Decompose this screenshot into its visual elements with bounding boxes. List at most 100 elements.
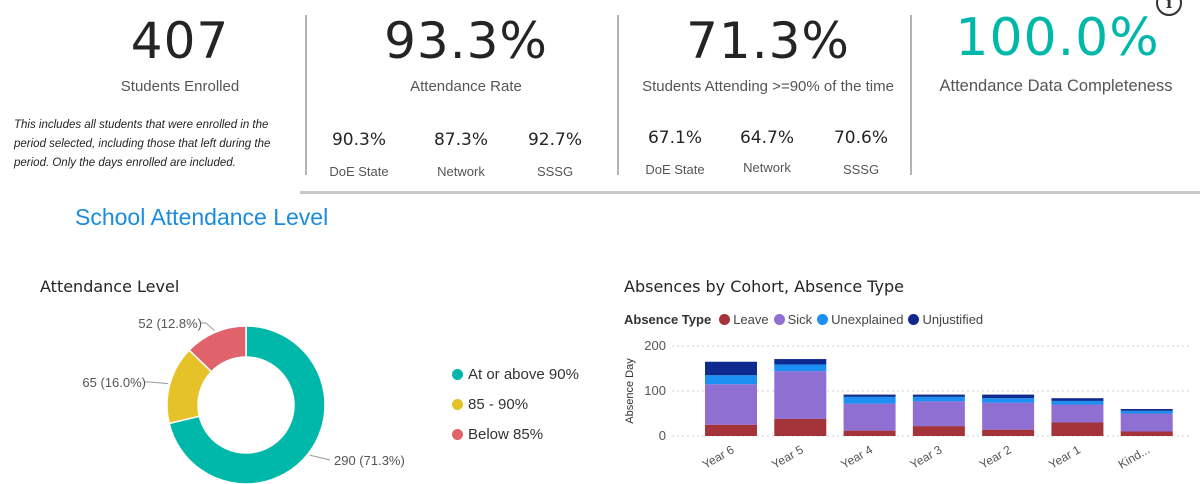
attendance-rate-value: 93.3%	[384, 12, 548, 70]
attending-90-value: 71.3%	[686, 12, 850, 70]
donut-data-label: 65 (16.0%)	[82, 375, 146, 390]
network-attendance-value: 87.3%	[433, 130, 488, 150]
y-tick-label: 0	[659, 428, 666, 443]
unexplained-dot-icon	[817, 314, 829, 325]
bar-segment-leave[interactable]	[1051, 422, 1104, 437]
legend-label: Unjustified	[922, 312, 984, 327]
pink-dot-icon	[452, 429, 463, 440]
y-axis-label: Absence Day	[624, 358, 636, 424]
bar-segment-leave[interactable]	[982, 429, 1035, 436]
state-attending90-label: DoE State	[645, 162, 705, 177]
kpi-divider	[910, 15, 912, 175]
leader-line	[309, 454, 331, 461]
bar-segment-leave[interactable]	[843, 430, 896, 436]
donut-slice[interactable]	[168, 325, 326, 484]
network-attendance-label: Network	[437, 164, 485, 179]
attending-90-label: Students Attending >=90% of the time	[642, 78, 894, 95]
bar-segment-sick[interactable]	[1051, 404, 1104, 423]
legend-label: Sick	[787, 312, 813, 327]
legend-leave[interactable]: Leave	[719, 312, 769, 327]
state-attendance-value: 90.3%	[331, 130, 386, 150]
sssg-attendance-label: SSSG	[536, 164, 574, 179]
bar-segment-sick[interactable]	[705, 384, 757, 425]
sssg-attendance-value: 92.7%	[527, 130, 582, 150]
bar-segment-unjustified[interactable]	[982, 394, 1035, 399]
bar-chart-title: Absences by Cohort, Absence Type	[624, 277, 905, 296]
kpi-divider	[617, 15, 619, 175]
leader-line	[200, 322, 215, 331]
sick-dot-icon	[773, 314, 785, 325]
bar-segment-leave[interactable]	[774, 418, 827, 436]
bar-segment-unexplained[interactable]	[774, 364, 827, 372]
bar-segment-unjustified[interactable]	[912, 394, 965, 397]
x-tick-label: Year 1	[1046, 442, 1083, 471]
bar-segment-unexplained[interactable]	[1120, 410, 1173, 414]
network-attending90-value: 64.7%	[739, 128, 794, 148]
bar-segment-unjustified[interactable]	[1051, 398, 1104, 401]
bar-segment-leave[interactable]	[912, 426, 965, 436]
legend-below-85[interactable]: Below 85%	[452, 426, 543, 443]
leave-dot-icon	[719, 314, 731, 325]
completeness-value: 100.0%	[955, 8, 1160, 68]
state-attending90-value: 67.1%	[647, 128, 702, 148]
bar-segment-sick[interactable]	[912, 401, 965, 427]
x-tick-label: Year 5	[769, 442, 806, 471]
bar-segment-unexplained[interactable]	[912, 396, 965, 402]
legend-at-or-above-90[interactable]: At or above 90%	[452, 366, 579, 383]
x-tick-label: Kind...	[1116, 442, 1152, 471]
legend-sick[interactable]: Sick	[773, 312, 813, 327]
legend-unexplained[interactable]: Unexplained	[817, 312, 903, 327]
bar-segment-leave[interactable]	[705, 424, 757, 436]
y-tick-label: 100	[644, 383, 666, 398]
legend-label: Unexplained	[831, 312, 904, 327]
bar-segment-unexplained[interactable]	[843, 396, 896, 404]
legend-label: 85 - 90%	[468, 396, 529, 413]
donut-data-label: 52 (12.8%)	[138, 316, 202, 331]
enrolled-value: 407	[130, 12, 230, 70]
bar-segment-unjustified[interactable]	[843, 394, 896, 397]
bar-segment-leave[interactable]	[1120, 431, 1173, 437]
x-tick-label: Year 3	[908, 442, 945, 471]
bar-segment-unexplained[interactable]	[1051, 400, 1104, 405]
yellow-dot-icon	[452, 399, 463, 410]
section-divider	[300, 191, 1200, 194]
unjustified-dot-icon	[908, 314, 920, 325]
bar-segment-unexplained[interactable]	[705, 375, 757, 385]
sssg-attending90-label: SSSG	[842, 162, 880, 177]
legend-label: At or above 90%	[468, 366, 579, 383]
bar-chart-legend: Absence Type Leave Sick Unexplained Unju…	[624, 312, 988, 327]
state-attendance-label: DoE State	[329, 164, 389, 179]
donut-chart-title: Attendance Level	[40, 277, 180, 296]
bar-segment-unjustified[interactable]	[1120, 409, 1173, 411]
legend-unjustified[interactable]: Unjustified	[908, 312, 983, 327]
x-tick-label: Year 6	[700, 442, 737, 471]
bar-segment-sick[interactable]	[982, 402, 1035, 430]
donut-data-label: 290 (71.3%)	[334, 453, 405, 468]
enrolled-label: Students Enrolled	[120, 78, 240, 95]
bar-segment-sick[interactable]	[843, 403, 896, 431]
bar-legend-title: Absence Type	[624, 312, 712, 327]
legend-label: Leave	[733, 312, 769, 327]
legend-85-90[interactable]: 85 - 90%	[452, 396, 528, 413]
network-attending90-label: Network	[743, 160, 791, 175]
sssg-attending90-value: 70.6%	[833, 128, 888, 148]
kpi-divider	[305, 15, 307, 175]
donut-slice[interactable]	[188, 325, 247, 373]
y-tick-label: 200	[644, 338, 666, 353]
bar-segment-unexplained[interactable]	[982, 398, 1035, 403]
info-icon[interactable]: i	[1156, 0, 1182, 16]
teal-dot-icon	[452, 369, 463, 380]
enrolment-note: This includes all students that were enr…	[14, 119, 271, 169]
bar-segment-sick[interactable]	[774, 371, 827, 419]
leader-line	[144, 381, 168, 385]
bar-segment-unjustified[interactable]	[705, 361, 757, 376]
x-tick-label: Year 2	[977, 442, 1014, 471]
completeness-label: Attendance Data Completeness	[939, 77, 1173, 95]
x-tick-label: Year 4	[838, 442, 875, 471]
bar-segment-sick[interactable]	[1120, 413, 1173, 432]
bar-segment-unjustified[interactable]	[774, 359, 827, 365]
attendance-rate-label: Attendance Rate	[410, 78, 522, 95]
legend-label: Below 85%	[468, 426, 544, 443]
